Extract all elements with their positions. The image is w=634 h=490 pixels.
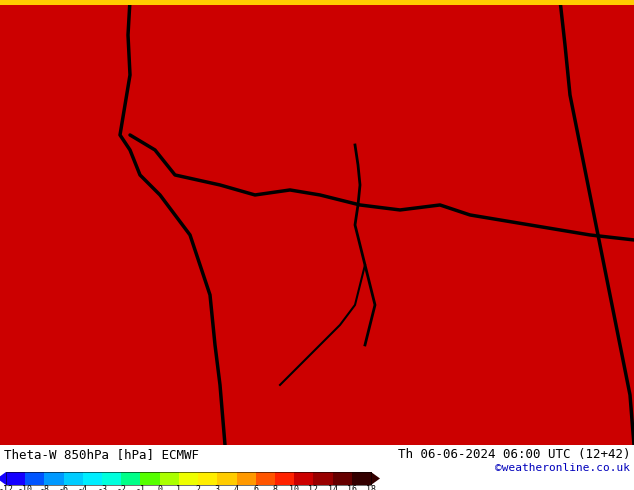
Bar: [313, 472, 333, 485]
Bar: [256, 472, 275, 485]
Text: 2: 2: [196, 486, 200, 490]
Text: Theta-W 850hPa [hPa] ECMWF: Theta-W 850hPa [hPa] ECMWF: [4, 448, 199, 461]
Text: Th 06-06-2024 06:00 UTC (12+42): Th 06-06-2024 06:00 UTC (12+42): [398, 448, 630, 461]
Text: 16: 16: [347, 486, 357, 490]
Bar: [102, 472, 122, 485]
Text: 10: 10: [289, 486, 299, 490]
Bar: [63, 472, 83, 485]
Text: 12: 12: [308, 486, 318, 490]
Bar: [121, 472, 141, 485]
Bar: [198, 472, 218, 485]
Text: 6: 6: [253, 486, 258, 490]
Bar: [0, 0, 634, 5]
Bar: [294, 472, 314, 485]
Bar: [275, 472, 295, 485]
Bar: [44, 472, 64, 485]
Text: 0: 0: [157, 486, 162, 490]
Text: 3: 3: [215, 486, 220, 490]
Text: 14: 14: [328, 486, 337, 490]
Text: -8: -8: [39, 486, 49, 490]
Text: -12: -12: [0, 486, 13, 490]
Bar: [160, 472, 179, 485]
Text: -4: -4: [78, 486, 88, 490]
FancyArrow shape: [371, 472, 380, 485]
Bar: [141, 472, 160, 485]
Bar: [236, 472, 256, 485]
Text: 18: 18: [366, 486, 376, 490]
Bar: [179, 472, 198, 485]
Text: -2: -2: [116, 486, 126, 490]
Bar: [217, 472, 237, 485]
Text: 4: 4: [234, 486, 239, 490]
Bar: [83, 472, 103, 485]
Text: -3: -3: [97, 486, 107, 490]
Bar: [6, 472, 26, 485]
Bar: [6, 472, 371, 485]
FancyArrow shape: [0, 472, 6, 485]
Text: -1: -1: [136, 486, 145, 490]
Bar: [352, 472, 372, 485]
Bar: [333, 472, 353, 485]
Bar: [25, 472, 45, 485]
Text: 1: 1: [176, 486, 181, 490]
Text: -6: -6: [58, 486, 68, 490]
Text: 8: 8: [273, 486, 278, 490]
Text: ©weatheronline.co.uk: ©weatheronline.co.uk: [495, 463, 630, 473]
Text: -10: -10: [18, 486, 33, 490]
